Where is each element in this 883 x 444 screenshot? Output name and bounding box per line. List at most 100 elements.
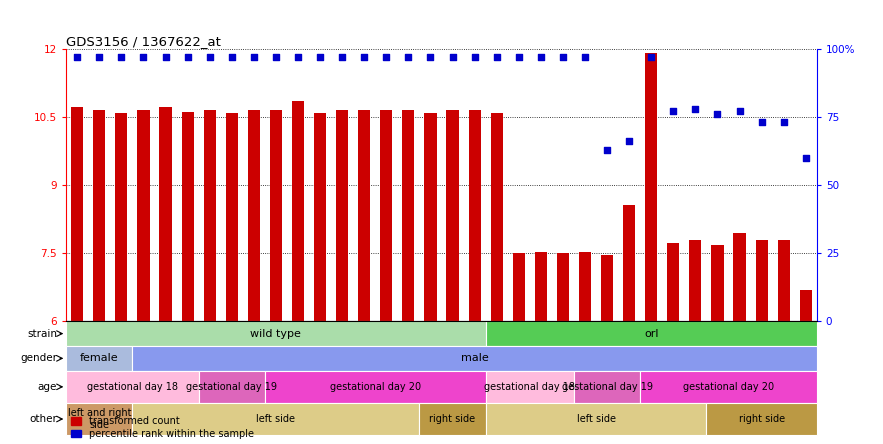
Text: left side: left side (256, 414, 296, 424)
Text: strain: strain (27, 329, 57, 339)
Point (512, 53, 526, 60)
Bar (734, 233, 745, 321)
Point (710, 111, 724, 118)
Bar (138, 110, 149, 321)
Bar (270, 110, 282, 321)
Text: orl: orl (644, 329, 659, 339)
Point (291, 53, 306, 60)
Bar (425, 113, 436, 321)
Point (268, 53, 283, 60)
Text: gestational day 18: gestational day 18 (87, 382, 178, 392)
Bar (66, 346, 132, 371)
Point (667, 108, 681, 115)
Point (490, 53, 504, 60)
Point (357, 53, 372, 60)
Text: gestational day 19: gestational day 19 (186, 382, 277, 392)
Text: gestational day 20: gestational day 20 (329, 382, 421, 392)
Bar (668, 243, 679, 321)
Bar (486, 371, 574, 403)
Point (203, 53, 217, 60)
Bar (469, 110, 480, 321)
Bar (756, 240, 767, 321)
Text: right side: right side (429, 414, 476, 424)
Text: female: female (80, 353, 118, 363)
Point (689, 105, 703, 112)
Point (645, 53, 659, 60)
Bar (535, 252, 547, 321)
Bar (381, 110, 392, 321)
Bar (226, 113, 238, 321)
Text: GDS3156 / 1367622_at: GDS3156 / 1367622_at (66, 35, 221, 48)
Bar (513, 253, 525, 321)
Bar (336, 110, 348, 321)
Bar (199, 371, 265, 403)
Point (424, 53, 438, 60)
Point (578, 53, 592, 60)
Bar (486, 321, 817, 346)
Point (70, 53, 85, 60)
Bar (574, 371, 640, 403)
Bar (94, 110, 105, 321)
Bar (66, 371, 199, 403)
Legend: transformed count, percentile rank within the sample: transformed count, percentile rank withi… (72, 416, 253, 439)
Bar (690, 239, 701, 321)
Text: gestational day 18: gestational day 18 (484, 382, 576, 392)
Point (336, 53, 350, 60)
Bar (314, 113, 326, 321)
Bar (712, 245, 723, 321)
Bar (132, 403, 419, 435)
Point (225, 53, 239, 60)
Bar (645, 53, 657, 321)
Text: age: age (38, 382, 57, 392)
Point (446, 53, 460, 60)
Bar (447, 110, 458, 321)
Bar (358, 110, 370, 321)
Bar (66, 403, 132, 435)
Bar (800, 290, 811, 321)
Text: gestational day 19: gestational day 19 (562, 382, 653, 392)
Point (799, 154, 813, 161)
Bar (706, 403, 817, 435)
Point (247, 53, 261, 60)
Bar (419, 403, 486, 435)
Text: other: other (29, 414, 57, 424)
Point (93, 53, 106, 60)
Text: right side: right side (738, 414, 785, 424)
Text: left side: left side (577, 414, 615, 424)
Bar (160, 107, 171, 321)
Bar (116, 113, 127, 321)
Bar (623, 206, 635, 321)
Bar (491, 113, 502, 321)
Bar (579, 252, 591, 321)
Point (600, 146, 615, 153)
Bar (601, 255, 613, 321)
Bar (248, 110, 260, 321)
Point (137, 53, 151, 60)
Text: male: male (461, 353, 488, 363)
Bar (486, 403, 706, 435)
Point (534, 53, 548, 60)
Bar (265, 371, 486, 403)
Point (777, 119, 791, 126)
Point (623, 138, 637, 145)
Point (402, 53, 416, 60)
Bar (182, 112, 193, 321)
Bar (557, 253, 569, 321)
Bar (640, 371, 817, 403)
Point (380, 53, 394, 60)
Bar (403, 110, 414, 321)
Text: wild type: wild type (251, 329, 301, 339)
Bar (72, 107, 83, 321)
Point (556, 53, 570, 60)
Point (733, 108, 747, 115)
Bar (778, 240, 789, 321)
Point (468, 53, 482, 60)
Point (313, 53, 328, 60)
Bar (66, 321, 486, 346)
Point (159, 53, 173, 60)
Text: gender: gender (20, 353, 57, 363)
Bar (292, 101, 304, 321)
Bar (204, 110, 215, 321)
Point (755, 119, 769, 126)
Text: left and right
side: left and right side (68, 408, 131, 430)
